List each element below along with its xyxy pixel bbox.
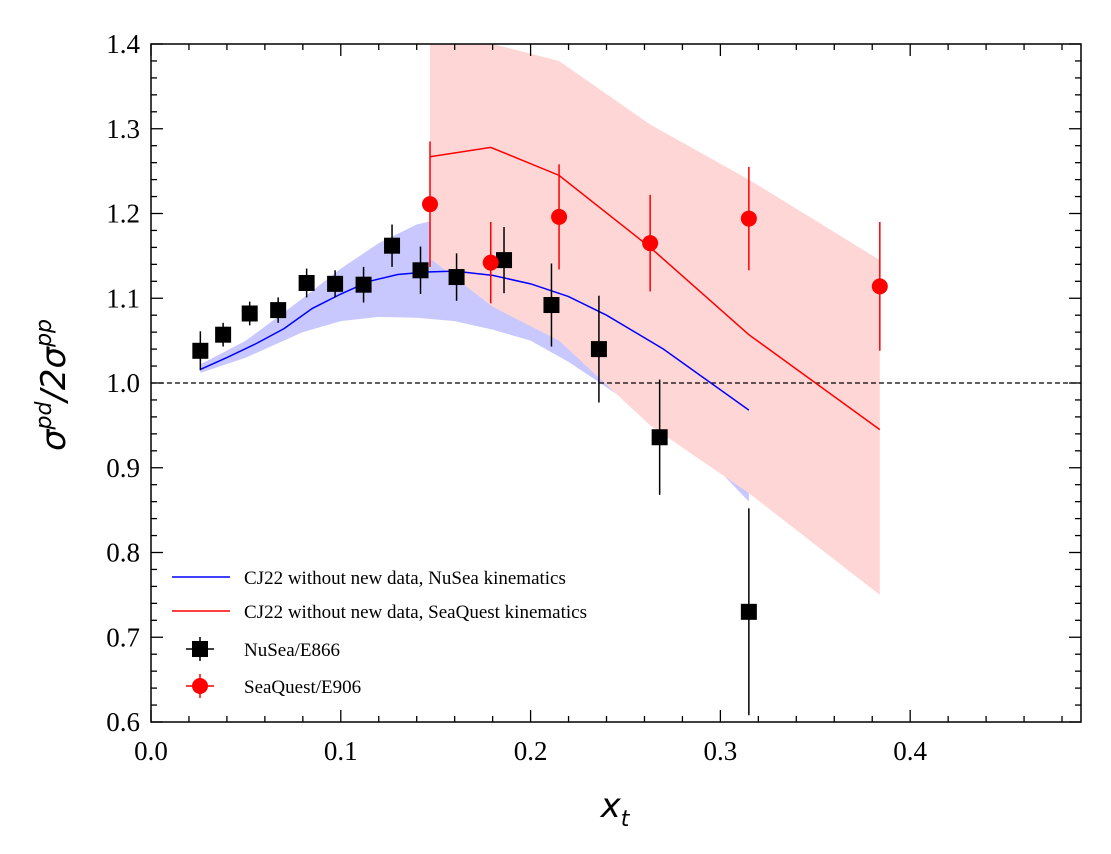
- y-tick-label: 1.0: [106, 368, 140, 398]
- data-point-square: [590, 341, 607, 358]
- data-point-square: [270, 302, 287, 319]
- legend-entry-nusea-curve: CJ22 without new data, NuSea kinematics: [172, 568, 566, 589]
- x-tick-label: 0.1: [324, 736, 358, 766]
- x-tick-label: 0.2: [514, 736, 548, 766]
- data-point-square: [215, 326, 232, 343]
- y-tick-labels: 0.6 0.7 0.8 0.9 1.0 1.1 1.2 1.3 1.4: [106, 29, 140, 737]
- data-points: [192, 141, 888, 716]
- x-tick-label: 0.0: [134, 736, 168, 766]
- uncertainty-bands: [200, 44, 880, 595]
- model-curve-1: [429, 146, 881, 431]
- data-point-square: [298, 274, 315, 291]
- x-tick-label: 0.3: [704, 736, 738, 766]
- y-tick-label: 1.4: [106, 29, 140, 59]
- legend-swatch-square-marker: [192, 641, 208, 657]
- data-point-square: [496, 252, 513, 269]
- legend-entry-nusea-data: NuSea/E866: [186, 637, 340, 661]
- data-point-circle: [740, 210, 757, 227]
- axis-ticks: [150, 43, 1081, 723]
- data-point-circle: [482, 254, 499, 271]
- y-tick-label: 1.2: [106, 199, 140, 229]
- y-tick-label: 1.1: [106, 283, 140, 313]
- y-tick-label: 0.8: [106, 538, 140, 568]
- data-point-square: [448, 269, 465, 286]
- data-point-circle: [551, 208, 568, 225]
- y-tick-label: 0.6: [106, 707, 140, 737]
- legend-label: CJ22 without new data, NuSea kinematics: [244, 568, 566, 589]
- data-point-circle: [642, 235, 659, 252]
- data-point-square: [543, 297, 560, 314]
- data-point-circle: [871, 278, 888, 295]
- legend: CJ22 without new data, NuSea kinematics …: [172, 568, 587, 698]
- data-point-square: [241, 305, 258, 322]
- uncertainty-band-1: [430, 44, 880, 595]
- data-point-square: [192, 342, 209, 359]
- legend-entry-seaquest-curve: CJ22 without new data, SeaQuest kinemati…: [172, 602, 587, 623]
- data-point-square: [412, 262, 429, 279]
- data-point-square: [740, 603, 757, 620]
- x-tick-labels: 0.0 0.1 0.2 0.3 0.4: [134, 736, 927, 766]
- x-tick-label: 0.4: [893, 736, 927, 766]
- y-tick-label: 0.9: [106, 453, 140, 483]
- y-tick-label: 1.3: [106, 114, 140, 144]
- legend-entry-seaquest-data: SeaQuest/E906: [186, 674, 361, 698]
- data-point-square: [327, 275, 344, 292]
- data-point-square: [384, 237, 401, 254]
- y-tick-label: 0.7: [106, 622, 140, 652]
- legend-label: CJ22 without new data, SeaQuest kinemati…: [244, 602, 587, 623]
- legend-label: NuSea/E866: [244, 640, 340, 661]
- data-point-square: [355, 276, 372, 293]
- legend-swatch-circle-marker: [192, 678, 208, 694]
- data-point-circle: [422, 196, 438, 213]
- x-axis-label: xt: [600, 786, 631, 832]
- y-axis-label: σpd/2σpp: [32, 319, 74, 451]
- legend-label: SeaQuest/E906: [244, 677, 361, 698]
- data-point-square: [651, 429, 668, 446]
